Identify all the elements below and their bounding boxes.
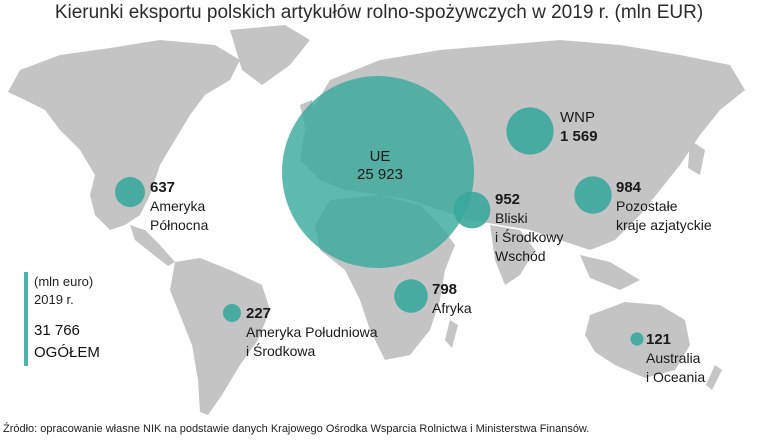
bubble-3	[453, 191, 491, 229]
label-wnp-name: WNP	[560, 109, 595, 126]
landmass-new-zealand	[706, 365, 722, 390]
label-ameryka-polnocna-value: 637	[150, 179, 176, 196]
bubble-layer	[115, 76, 644, 346]
bubble-0	[282, 76, 474, 268]
label-ameryka-polnocna: 637 Ameryka Północna	[150, 178, 208, 235]
bubble-2	[115, 177, 145, 207]
bubble-7	[630, 332, 644, 346]
map-title: Kierunki eksportu polskich artykułów rol…	[54, 2, 704, 23]
label-ameryka-poludniowa-name-1: Ameryka Południowa	[246, 324, 378, 340]
label-pozostale-azja-name-1: Pozostałe	[616, 198, 678, 214]
label-ameryka-poludniowa: 227 Ameryka Południowa i Środkowa	[246, 304, 378, 361]
bubble-6	[223, 304, 241, 322]
label-pozostale-azja-value: 984	[616, 179, 642, 196]
label-afryka-value: 798	[432, 281, 458, 298]
landmass-japan	[688, 140, 705, 175]
label-ue: UE 25 923	[330, 148, 430, 184]
label-bliski-wschod-name-3: Wschód	[495, 248, 546, 264]
legend-year: 2019 r.	[34, 292, 74, 307]
landmass-india	[490, 225, 535, 285]
label-australia: 121 Australia i Oceania	[646, 330, 705, 387]
label-pozostale-azja-name-2: kraje azjatyckie	[616, 217, 712, 233]
label-ameryka-polnocna-name-2: Północna	[150, 217, 209, 233]
label-ameryka-poludniowa-name-2: i Środkowa	[246, 343, 316, 359]
label-australia-value: 121	[646, 331, 672, 348]
label-ameryka-polnocna-name-1: Ameryka	[150, 198, 206, 214]
legend-total-label: OGÓŁEM	[34, 344, 100, 361]
legend-unit: (mln euro)	[34, 274, 94, 289]
label-australia-name-2: i Oceania	[646, 369, 706, 385]
landmass-southeast-asia	[580, 255, 640, 290]
label-ue-value: 25 923	[357, 166, 403, 183]
label-ameryka-poludniowa-value: 227	[246, 305, 272, 322]
label-bliski-wschod-name-1: Bliski	[495, 210, 528, 226]
landmass-north-america	[8, 40, 240, 230]
bubble-4	[574, 176, 612, 214]
landmass-greenland	[230, 25, 310, 85]
landmass-madagascar	[445, 320, 458, 348]
source-note: Źródło: opracowanie własne NIK na podsta…	[3, 423, 590, 435]
label-wnp: WNP 1 569	[560, 108, 598, 146]
label-bliski-wschod: 952 Bliski i Środkowy Wschód	[495, 190, 563, 266]
label-bliski-wschod-value: 952	[495, 191, 521, 208]
label-bliski-wschod-name-2: i Środkowy	[495, 229, 564, 245]
label-wnp-value: 1 569	[560, 128, 598, 145]
label-afryka: 798 Afryka	[432, 280, 472, 318]
bubble-1	[506, 107, 554, 155]
legend-box: (mln euro) 2019 r. 31 766 OGÓŁEM	[24, 272, 144, 366]
bubble-5	[394, 279, 428, 313]
landmass-south-america	[170, 258, 270, 415]
label-pozostale-azja: 984 Pozostałe kraje azjatyckie	[616, 178, 712, 235]
label-ue-name: UE	[369, 148, 391, 165]
label-afryka-name: Afryka	[432, 300, 472, 316]
legend-total-value: 31 766	[34, 322, 80, 339]
label-australia-name-1: Australia	[646, 350, 701, 366]
landmass-central-america	[130, 225, 175, 266]
legend-accent-bar	[24, 272, 28, 366]
